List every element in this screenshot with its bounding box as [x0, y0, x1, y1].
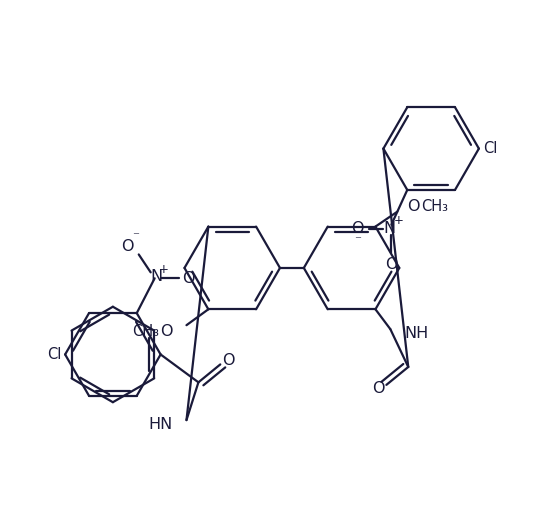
Text: +: +: [393, 214, 403, 227]
Text: O: O: [372, 381, 385, 397]
Text: Cl: Cl: [47, 347, 61, 362]
Text: NH: NH: [404, 326, 428, 341]
Text: O: O: [408, 199, 420, 214]
Text: O: O: [351, 221, 364, 236]
Text: O: O: [121, 239, 134, 254]
Text: O: O: [222, 353, 235, 368]
Text: N: N: [383, 221, 395, 236]
Text: CH₃: CH₃: [421, 199, 448, 214]
Text: ⁻: ⁻: [132, 230, 139, 243]
Text: ⁻: ⁻: [354, 234, 361, 247]
Text: HN: HN: [148, 417, 172, 431]
Text: O: O: [182, 271, 195, 286]
Text: Cl: Cl: [483, 141, 497, 156]
Text: CH₃: CH₃: [132, 324, 159, 339]
Text: O: O: [385, 257, 398, 272]
Text: N: N: [150, 269, 162, 284]
Text: O: O: [160, 324, 172, 339]
Text: +: +: [159, 263, 168, 276]
